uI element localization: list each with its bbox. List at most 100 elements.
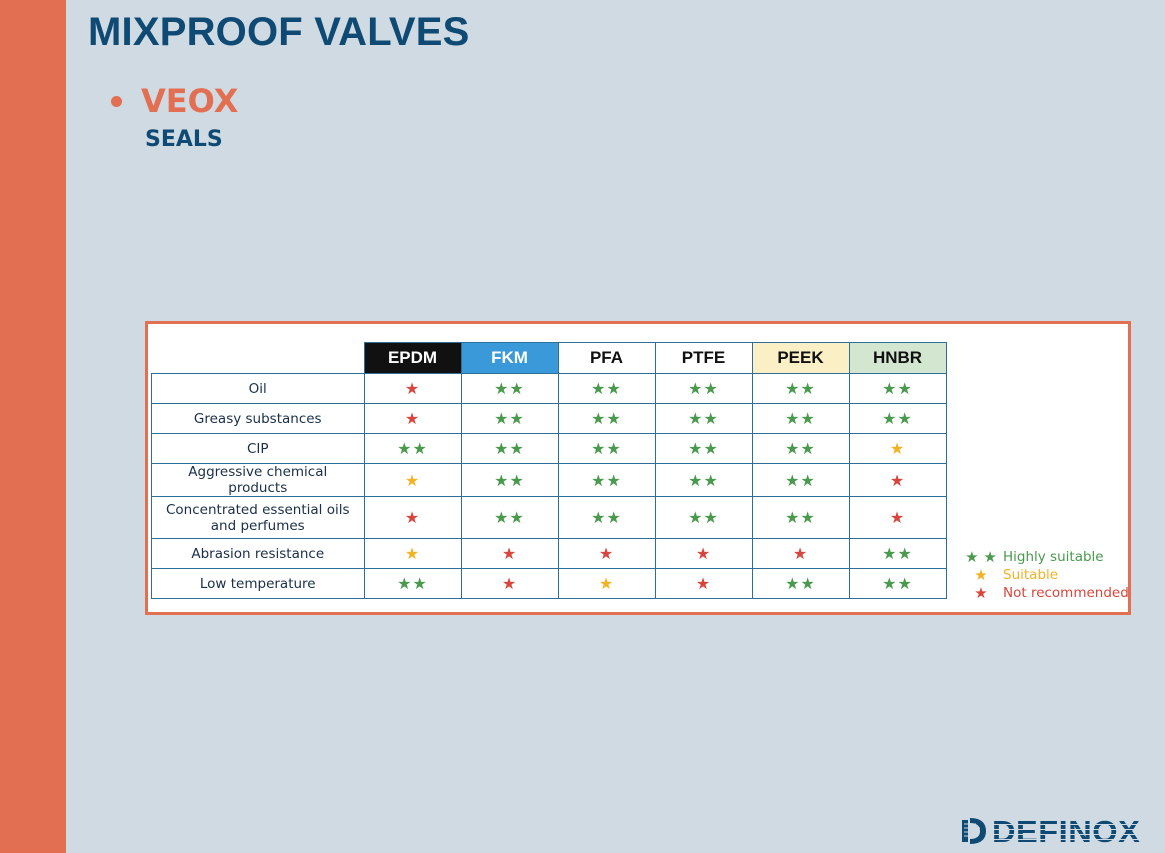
rating-cell: ★: [363, 463, 462, 497]
star-icon: ★: [404, 470, 421, 490]
rating-cell: ★★: [654, 433, 753, 464]
row-label: CIP: [151, 433, 365, 464]
rating-cell: ★★: [654, 463, 753, 497]
rating-cell: ★★: [751, 373, 850, 404]
slide-subheading: SEALS: [145, 127, 223, 152]
rating-cell: ★: [363, 496, 462, 539]
rating-cell: ★★: [848, 538, 947, 569]
table-row: Concentrated essential oils and perfumes…: [151, 496, 947, 539]
slide-subtitle: VEOX: [141, 82, 239, 120]
double-star-icon: ★★: [591, 470, 622, 490]
double-star-icon: ★★: [591, 508, 622, 527]
rating-cell: ★: [460, 538, 559, 569]
column-header-fkm: FKM: [460, 342, 559, 374]
star-icon: ★: [404, 508, 421, 527]
row-label: Greasy substances: [151, 403, 365, 434]
rating-cell: ★★: [460, 463, 559, 497]
rating-cell: ★: [848, 496, 947, 539]
column-header-pfa: PFA: [557, 342, 656, 374]
star-icon: ★: [598, 574, 615, 593]
double-star-icon: ★★: [785, 439, 816, 458]
double-star-icon: ★★: [882, 379, 913, 398]
column-header-hnbr: HNBR: [848, 342, 947, 374]
double-star-icon: ★★: [785, 574, 816, 593]
rating-cell: ★★: [848, 403, 947, 434]
rating-cell: ★: [557, 568, 656, 599]
rating-cell: ★★: [557, 433, 656, 464]
row-label: Oil: [151, 373, 365, 404]
double-star-icon: ★★: [688, 508, 719, 527]
logo-wordmark: DEFINOX: [992, 814, 1141, 849]
double-star-icon: ★★: [688, 470, 719, 490]
column-header-epdm: EPDM: [363, 342, 462, 374]
star-icon: ★: [404, 544, 421, 563]
rating-cell: ★★: [460, 496, 559, 539]
rating-cell: ★★: [460, 403, 559, 434]
row-label: Low temperature: [151, 568, 365, 599]
rating-cell: ★: [848, 433, 947, 464]
double-star-icon: ★★: [591, 409, 622, 428]
rating-cell: ★★: [557, 463, 656, 497]
rating-cell: ★★: [363, 568, 462, 599]
legend-label: Not recommended: [1003, 585, 1129, 601]
double-star-icon: ★★: [882, 544, 913, 563]
row-label: Abrasion resistance: [151, 538, 365, 569]
rating-cell: ★: [363, 373, 462, 404]
rating-cell: ★★: [557, 496, 656, 539]
table-row: Greasy substances ★ ★★ ★★ ★★ ★★ ★★: [151, 403, 947, 434]
double-star-icon: ★★: [494, 409, 525, 428]
rating-cell: ★★: [557, 373, 656, 404]
rating-cell: ★: [363, 403, 462, 434]
rating-cell: ★★: [654, 496, 753, 539]
double-star-icon: ★★: [591, 379, 622, 398]
rating-cell: ★: [751, 538, 850, 569]
star-icon: ★: [974, 584, 988, 602]
table-row: Aggressive chemical products ★ ★★ ★★ ★★ ★★ ★: [151, 463, 947, 497]
rating-cell: ★: [363, 538, 462, 569]
column-header-peek: PEEK: [751, 342, 850, 374]
star-icon: ★: [695, 544, 712, 563]
double-star-icon: ★★: [397, 574, 428, 593]
rating-cell: ★★: [460, 373, 559, 404]
definox-logo: DEFINOX: [958, 812, 1142, 849]
definox-logo-icon: [962, 818, 986, 844]
rating-cell: ★★: [654, 373, 753, 404]
rating-cell: ★: [557, 538, 656, 569]
star-icon: ★: [889, 439, 906, 458]
double-star-icon: ★★: [688, 379, 719, 398]
left-accent-bar: [0, 0, 66, 853]
bullet-icon: [111, 96, 122, 107]
rating-cell: ★: [848, 463, 947, 497]
star-icon: ★: [889, 508, 906, 527]
row-label: Concentrated essential oils and perfumes: [151, 496, 365, 539]
star-icon: ★: [501, 544, 518, 563]
slide-title: MIXPROOF VALVES: [88, 10, 470, 54]
rating-cell: ★: [654, 568, 753, 599]
star-icon: ★: [598, 544, 615, 563]
star-icon: ★: [695, 574, 712, 593]
rating-cell: ★★: [751, 496, 850, 539]
star-icon: ★: [792, 544, 809, 563]
table-corner-cell: [151, 342, 364, 374]
double-star-icon: ★★: [494, 508, 525, 527]
double-star-icon: ★★: [785, 409, 816, 428]
double-star-icon: ★★: [494, 470, 525, 490]
rating-cell: ★★: [654, 403, 753, 434]
star-icon: ★: [404, 409, 421, 428]
table-row: Abrasion resistance ★ ★ ★ ★ ★ ★★: [151, 538, 947, 569]
double-star-icon: ★★: [785, 508, 816, 527]
double-star-icon: ★★: [494, 439, 525, 458]
row-label: Aggressive chemical products: [151, 463, 365, 497]
table-row: Oil ★ ★★ ★★ ★★ ★★ ★★: [151, 373, 947, 404]
seals-table-frame: EPDM FKM PFA PTFE PEEK HNBR Oil ★ ★★ ★★ ★★ ★★ ★★ Gre…: [145, 321, 1131, 615]
rating-cell: ★★: [557, 403, 656, 434]
star-icon: ★: [501, 574, 518, 593]
rating-cell: ★★: [460, 433, 559, 464]
double-star-icon: ★★: [591, 439, 622, 458]
rating-cell: ★★: [751, 433, 850, 464]
rating-cell: ★: [654, 538, 753, 569]
double-star-icon: ★★: [397, 439, 428, 458]
table-header-row: EPDM FKM PFA PTFE PEEK HNBR: [151, 342, 947, 374]
double-star-icon: ★★: [688, 439, 719, 458]
table-row: Low temperature ★★ ★ ★ ★ ★★ ★★: [151, 568, 947, 599]
